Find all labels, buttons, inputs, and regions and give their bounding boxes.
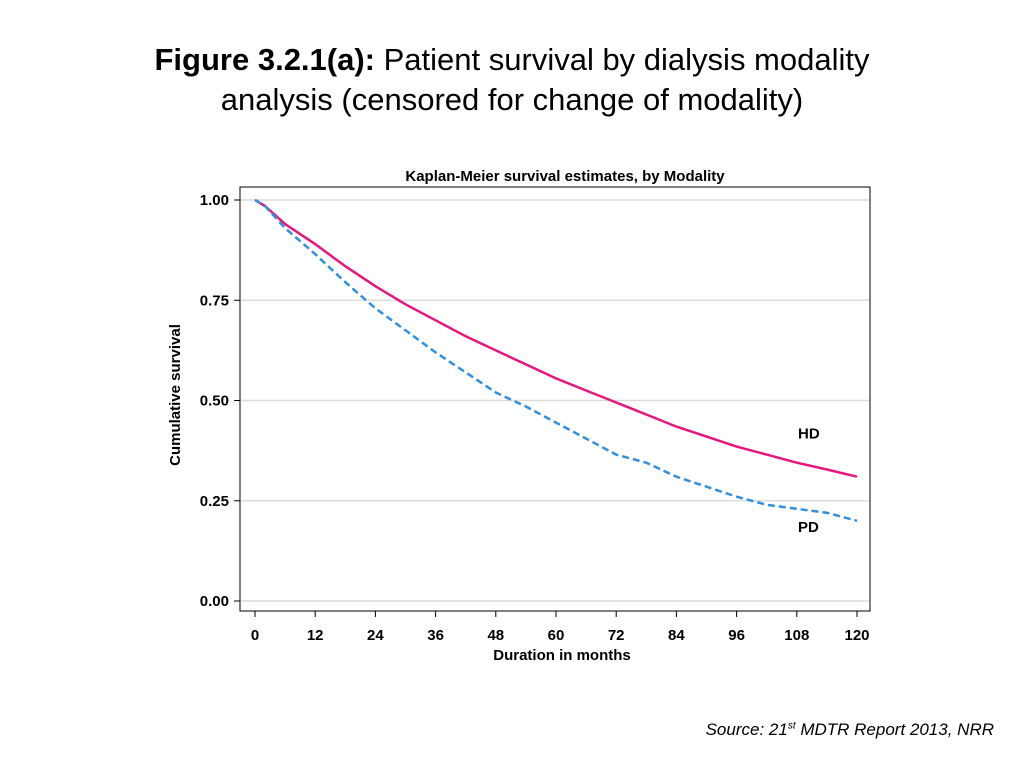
y-axis-label: Cumulative survival <box>167 324 184 466</box>
x-tick-label: 84 <box>668 627 685 644</box>
x-tick-label: 12 <box>307 627 324 644</box>
series-label-hd: HD <box>798 426 820 443</box>
x-tick-label: 0 <box>251 627 259 644</box>
series-label-pd: PD <box>798 519 819 536</box>
series-line-pd <box>254 198 858 523</box>
y-tick-label: 0.75 <box>200 292 229 309</box>
source-prefix: Source: 21 <box>705 720 788 739</box>
y-tick-label: 0.50 <box>200 393 229 410</box>
x-tick-label: 108 <box>784 627 809 644</box>
figure-title-bold: Figure 3.2.1(a): <box>154 42 376 77</box>
series-lines: HD PD <box>254 198 858 536</box>
x-axis-label: Duration in months <box>493 647 631 664</box>
figure-title-rest: Patient survival by dialysis modality <box>383 42 870 77</box>
series-line-hd <box>254 198 858 478</box>
x-tick-label: 36 <box>427 627 444 644</box>
source-note: Source: 21st MDTR Report 2013, NRR <box>706 720 994 740</box>
source-superscript: st <box>787 720 796 732</box>
y-tick-label: 0.00 <box>200 593 229 610</box>
plot-frame <box>239 186 871 612</box>
x-tick-label: 24 <box>367 627 384 644</box>
x-tick-label: 48 <box>487 627 504 644</box>
grid-lines <box>241 199 869 602</box>
axes: 0.00 0.25 0.50 0.75 1.00 0 12 24 36 48 60 72 84 96 108… <box>200 192 870 644</box>
figure-title: Figure 3.2.1(a): Patient survival by dia… <box>0 40 1024 120</box>
y-tick-label: 1.00 <box>200 192 229 209</box>
x-tick-label: 60 <box>548 627 565 644</box>
figure-title-line2: analysis (censored for change of modalit… <box>220 82 804 117</box>
x-tick-label: 120 <box>844 627 869 644</box>
chart-title: Kaplan-Meier survival estimates, by Moda… <box>405 168 725 185</box>
source-rest: MDTR Report 2013, NRR <box>800 720 994 739</box>
x-tick-label: 96 <box>728 627 745 644</box>
x-tick-label: 72 <box>608 627 625 644</box>
y-tick-label: 0.25 <box>200 493 229 510</box>
figure-title-line1: Figure 3.2.1(a): Patient survival by dia… <box>0 40 1024 80</box>
